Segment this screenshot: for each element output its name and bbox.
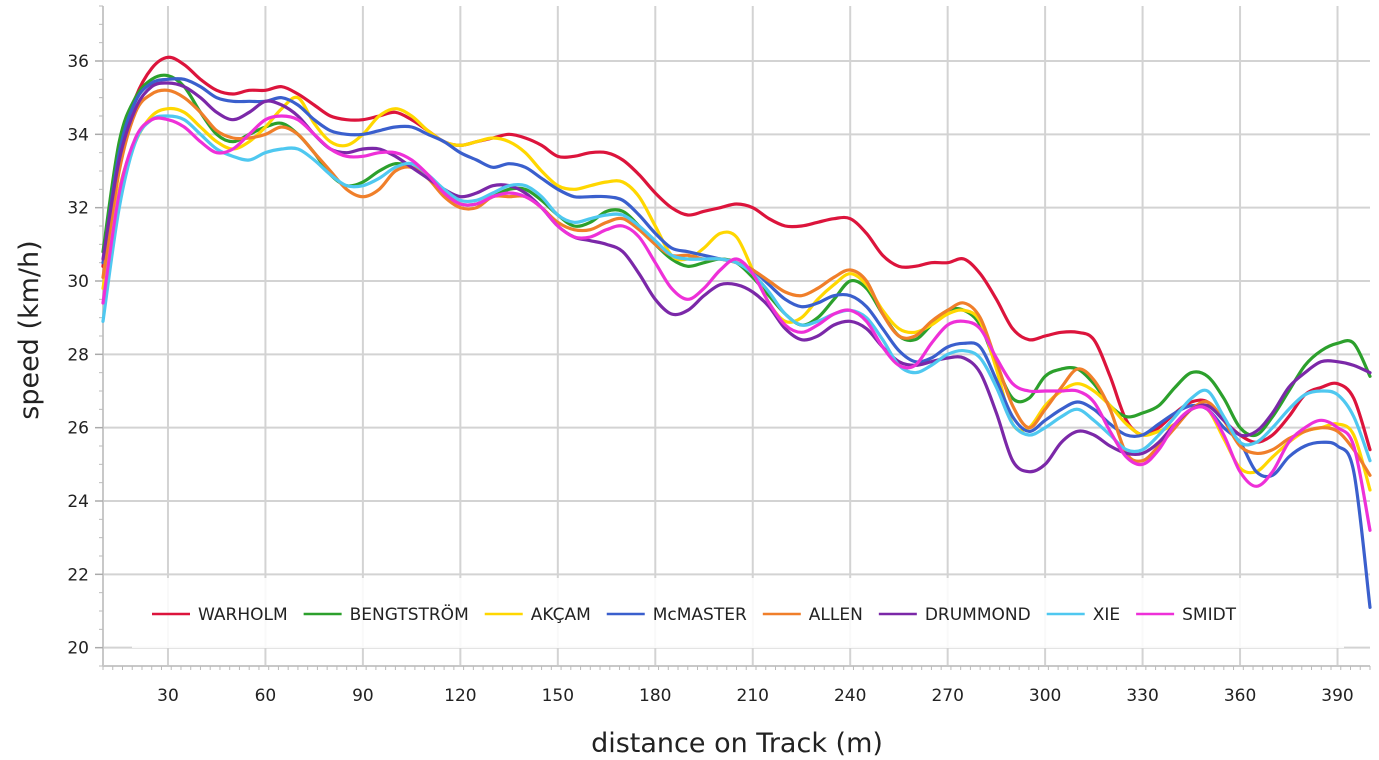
y-tick-label: 36	[67, 52, 89, 72]
x-tick-label: 390	[1321, 686, 1353, 706]
legend-label-drummond: DRUMMOND	[925, 605, 1031, 625]
grid-lines	[103, 6, 1370, 666]
x-axis-title: distance on Track (m)	[591, 728, 883, 759]
x-tick-label: 330	[1126, 686, 1158, 706]
x-tick-label: 360	[1224, 686, 1256, 706]
x-tick-label: 30	[157, 686, 179, 706]
x-tick-label: 180	[639, 686, 671, 706]
legend-label-xie: XIE	[1093, 605, 1120, 625]
legend-label-warholm: WARHOLM	[198, 605, 288, 625]
legend-label-allen: ALLEN	[809, 605, 863, 625]
legend-label-mcmaster: McMASTER	[653, 605, 747, 625]
y-tick-label: 24	[67, 492, 89, 512]
y-tick-label: 28	[67, 345, 89, 365]
series-line-akcam	[101, 95, 1372, 492]
x-tick-label: 90	[352, 686, 374, 706]
x-tick-label: 300	[1029, 686, 1061, 706]
y-axis-title: speed (km/h)	[14, 240, 45, 419]
x-tick-label: 120	[444, 686, 476, 706]
y-tick-label: 32	[67, 199, 89, 219]
y-tick-label: 34	[67, 125, 89, 145]
legend-label-akcam: AKÇAM	[531, 605, 591, 625]
series-line-smidt	[101, 114, 1372, 532]
y-axis-ticks: 20 22 24 26 28 30 32 34 36	[67, 5, 103, 667]
y-tick-label: 30	[67, 272, 89, 292]
series-line-drummond	[101, 81, 1372, 474]
series-line-mcmaster	[101, 77, 1372, 609]
series-lines	[101, 55, 1372, 609]
axes	[102, 6, 1370, 667]
series-line-xie	[101, 114, 1372, 463]
x-tick-label: 60	[255, 686, 277, 706]
y-tick-label: 20	[67, 639, 89, 659]
y-tick-label: 22	[67, 565, 89, 585]
x-tick-label: 270	[931, 686, 963, 706]
legend-label-bengtstrom: BENGTSTRÖM	[350, 603, 469, 625]
y-tick-label: 26	[67, 419, 89, 439]
series-line-warholm	[101, 55, 1372, 452]
legend-label-smidt: SMIDT	[1182, 605, 1237, 625]
x-axis-ticks: 30 60 90 120 150 180 210 240 270 300 330 360 390	[102, 666, 1371, 706]
x-tick-label: 210	[737, 686, 769, 706]
x-tick-label: 240	[834, 686, 866, 706]
legend: WARHOLM BENGTSTRÖM AKÇAM McMASTER ALLEN DRUMM…	[152, 603, 1237, 625]
x-tick-label: 150	[542, 686, 574, 706]
